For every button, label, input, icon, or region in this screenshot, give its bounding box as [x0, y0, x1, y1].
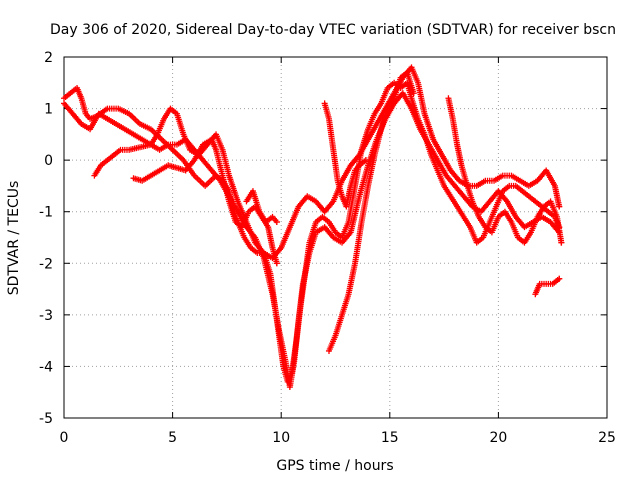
grid-lines [64, 57, 607, 418]
y-tick-label: 2 [44, 50, 53, 66]
data-point [556, 275, 563, 282]
data-point [362, 157, 369, 164]
x-tick-label: 10 [272, 430, 290, 446]
plot-frame [63, 56, 608, 419]
x-tick-labels: 0 5 10 15 20 25 [60, 430, 616, 446]
data-point [273, 260, 280, 267]
axis-ticks [63, 56, 608, 419]
x-tick-label: 25 [598, 430, 616, 446]
x-tick-label: 5 [168, 430, 177, 446]
data-points [61, 64, 565, 391]
x-tick-label: 0 [60, 430, 69, 446]
y-tick-label: -2 [39, 256, 53, 272]
y-tick-labels: -5 -4 -3 -2 -1 0 1 2 [39, 50, 53, 427]
x-tick-label: 20 [489, 430, 507, 446]
y-axis-label: SDTVAR / TECUs [6, 181, 22, 296]
chart-title: Day 306 of 2020, Sidereal Day-to-day VTE… [50, 22, 616, 38]
y-tick-label: 0 [44, 153, 53, 169]
y-tick-label: -4 [39, 359, 53, 375]
y-tick-label: 1 [44, 102, 53, 118]
data-point [273, 219, 280, 226]
x-axis-label: GPS time / hours [276, 458, 393, 474]
x-tick-label: 15 [381, 430, 399, 446]
y-tick-label: -5 [39, 411, 53, 427]
data-point [556, 203, 563, 210]
y-tick-label: -1 [39, 205, 53, 221]
data-point [558, 239, 565, 246]
data-point [410, 90, 417, 97]
y-tick-label: -3 [39, 308, 53, 324]
